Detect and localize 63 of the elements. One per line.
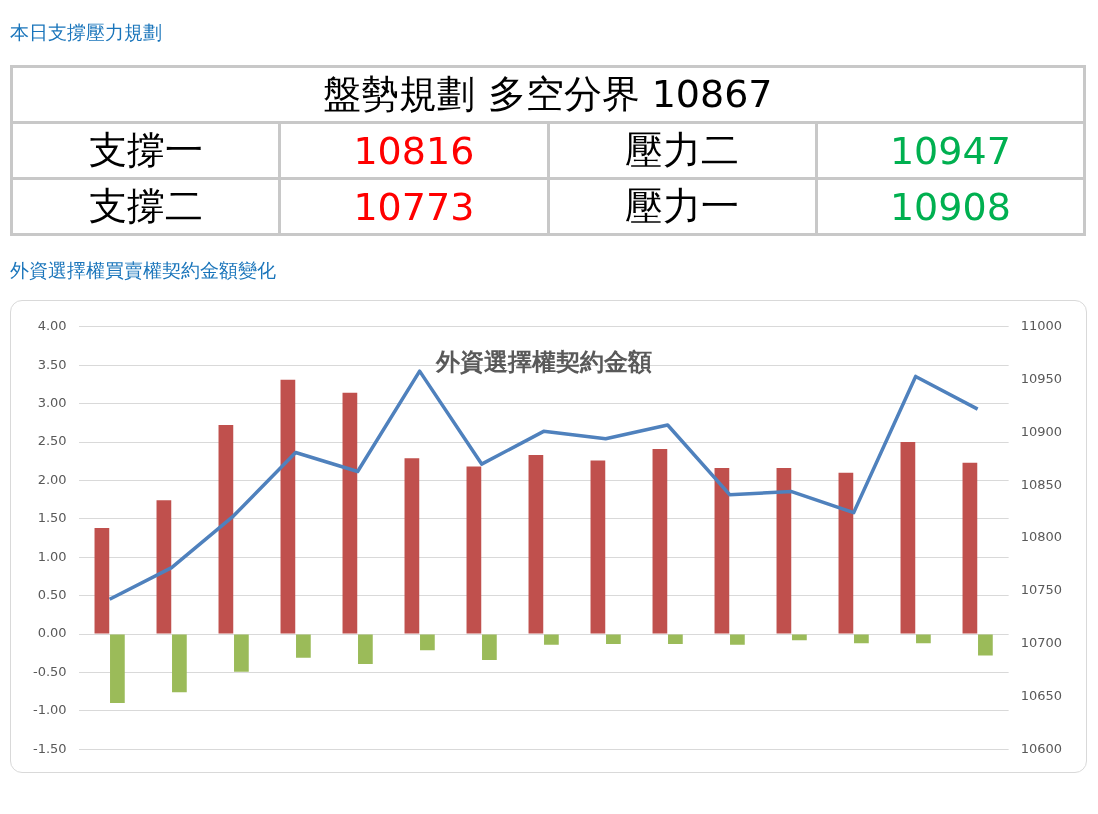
text: 10908: [816, 178, 1085, 235]
bar: [342, 392, 358, 634]
bar: [668, 634, 683, 644]
bar: [854, 634, 869, 644]
text: 盤勢規劃 多空分界 10867: [11, 66, 1085, 123]
bar: [900, 442, 916, 634]
y2-tick-label: 10850: [1020, 476, 1062, 492]
bar: [714, 468, 730, 634]
text: 10773: [279, 178, 548, 235]
y-tick-label: -0.50: [33, 663, 67, 679]
y-tick-label: 0.50: [37, 586, 67, 602]
bar: [156, 500, 172, 634]
bar: [730, 634, 745, 645]
text: 支撐二: [11, 178, 280, 235]
bar: [606, 634, 621, 644]
text: 10816: [279, 122, 548, 179]
bar: [172, 634, 187, 693]
text: 外資選擇權契約金額: [434, 348, 652, 377]
bar: [544, 634, 559, 645]
y2-tick-label: 11000: [1020, 318, 1062, 334]
text: 支撐一: [11, 122, 280, 179]
y-tick-label: 1.50: [37, 510, 67, 526]
bar: [978, 634, 993, 656]
bar: [358, 634, 373, 664]
bar: [962, 462, 978, 634]
bar: [792, 634, 807, 641]
y-tick-label: -1.50: [33, 740, 67, 756]
bar: [916, 634, 931, 644]
y-tick-label: 0.00: [37, 625, 67, 641]
bar: [110, 634, 125, 704]
y2-tick-label: 10700: [1020, 634, 1062, 650]
y-tick-label: 4.00: [37, 318, 67, 334]
bar: [420, 634, 435, 651]
y2-tick-label: 10950: [1020, 370, 1062, 386]
y-tick-label: 1.00: [37, 548, 67, 564]
bar: [280, 379, 296, 634]
text: 外資選擇權買賣權契約金額變化: [10, 258, 276, 283]
bar: [528, 455, 544, 634]
y-tick-label: 3.50: [37, 356, 67, 372]
y2-tick-label: 10600: [1020, 740, 1062, 756]
text: 10947: [816, 122, 1085, 179]
text: 本日支撐壓力規劃: [10, 20, 162, 45]
bar: [652, 448, 668, 634]
y2-tick-label: 10900: [1020, 423, 1062, 439]
y-tick-label: 2.00: [37, 471, 67, 487]
y2-tick-label: 10750: [1020, 582, 1062, 598]
y2-tick-label: 10650: [1020, 687, 1062, 703]
bar: [234, 634, 249, 672]
bar: [404, 458, 420, 634]
bar: [776, 468, 792, 634]
bar: [590, 460, 606, 634]
text: 壓力一: [548, 178, 817, 235]
bar: [218, 425, 234, 634]
y2-tick-label: 10800: [1020, 529, 1062, 545]
y-tick-label: 3.00: [37, 394, 67, 410]
text: 壓力二: [548, 122, 817, 179]
y-tick-label: 2.50: [37, 433, 67, 449]
bar: [94, 528, 110, 634]
bar: [838, 472, 854, 634]
y-tick-label: -1.00: [33, 702, 67, 718]
bar: [466, 466, 482, 634]
bar: [482, 634, 497, 661]
bar: [296, 634, 311, 658]
